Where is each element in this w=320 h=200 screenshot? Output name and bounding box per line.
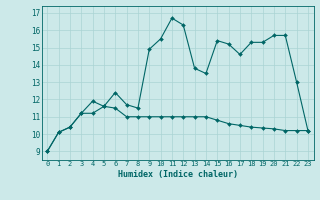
X-axis label: Humidex (Indice chaleur): Humidex (Indice chaleur)	[118, 170, 237, 179]
